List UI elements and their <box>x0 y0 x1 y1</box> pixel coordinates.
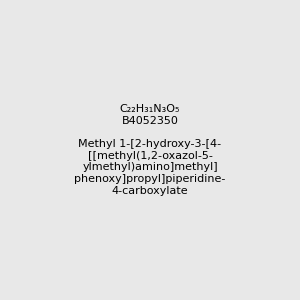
Text: C₂₂H₃₁N₃O₅
B4052350

Methyl 1-[2-hydroxy-3-[4-
[[methyl(1,2-oxazol-5-
ylmethyl)a: C₂₂H₃₁N₃O₅ B4052350 Methyl 1-[2-hydroxy-… <box>74 104 226 196</box>
